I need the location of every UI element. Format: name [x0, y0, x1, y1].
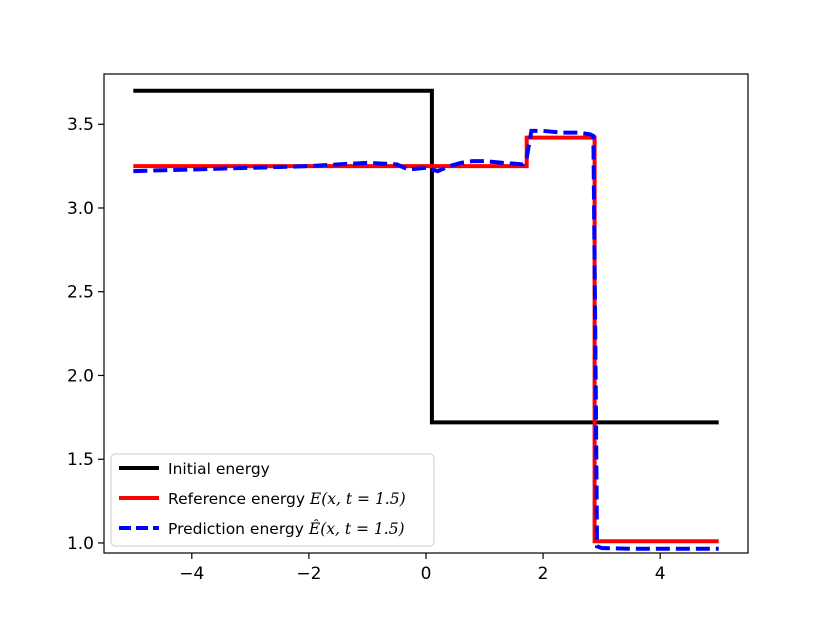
legend-box — [110, 453, 435, 547]
y-tick-label: 2.0 — [67, 366, 94, 386]
x-tick-label: −2 — [296, 564, 321, 584]
legend-label-2: Reference energy E(x, t = 1.5) — [168, 490, 406, 508]
x-axis: −4 −2 0 2 4 — [179, 553, 666, 584]
y-tick-label: 1.0 — [67, 534, 94, 554]
y-tick-label: 1.5 — [67, 450, 94, 470]
plot-lines — [133, 88, 719, 551]
legend-label-1: Initial energy — [168, 460, 270, 478]
legend-label-math: Ê(x, t = 1.5) — [308, 520, 405, 538]
y-axis: 1.0 1.5 2.0 2.5 3.0 3.5 — [67, 115, 104, 554]
legend-label-text: Reference energy — [168, 490, 310, 508]
y-tick-label: 3.0 — [67, 199, 94, 219]
x-tick-label: 4 — [655, 564, 666, 584]
x-tick-label: 2 — [538, 564, 549, 584]
legend-label-math: E(x, t = 1.5) — [309, 490, 406, 508]
legend-label-3: Prediction energy Ê(x, t = 1.5) — [168, 520, 405, 538]
series-line-3 — [133, 128, 719, 551]
x-tick-label: −4 — [179, 564, 204, 584]
series-line-2 — [133, 135, 719, 544]
x-tick-label: 0 — [421, 564, 432, 584]
series-line-1 — [133, 88, 719, 425]
y-tick-label: 3.5 — [67, 115, 94, 135]
y-tick-label: 2.5 — [67, 283, 94, 303]
legend: Initial energy Reference energy E(x, t = … — [110, 453, 435, 547]
legend-label-text: Prediction energy — [168, 520, 309, 538]
